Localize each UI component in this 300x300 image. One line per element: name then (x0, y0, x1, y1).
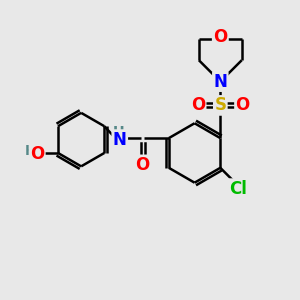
Text: O: O (30, 146, 44, 164)
Text: S: S (214, 96, 226, 114)
Text: O: O (236, 96, 250, 114)
Text: O: O (191, 96, 205, 114)
Text: H: H (25, 144, 37, 158)
Text: O: O (135, 156, 149, 174)
Text: O: O (213, 28, 227, 46)
Text: N: N (213, 73, 227, 91)
Text: N: N (113, 130, 127, 148)
Text: Cl: Cl (229, 180, 247, 198)
Text: H: H (112, 124, 124, 139)
